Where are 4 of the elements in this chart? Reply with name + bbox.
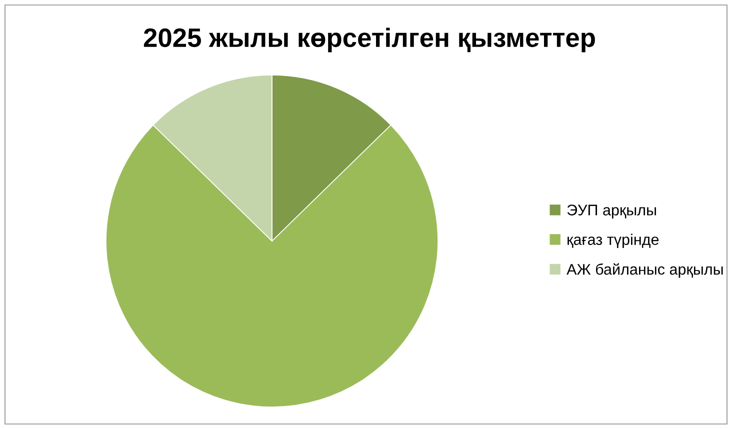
chart-title: 2025 жылы көрсетілген қызметтер: [144, 28, 595, 52]
legend-label: қағаз түрінде: [568, 234, 659, 248]
legend-label: ЭУП арқылы: [567, 204, 656, 218]
legend-label: АЖ байланыс арқылы: [566, 263, 723, 278]
